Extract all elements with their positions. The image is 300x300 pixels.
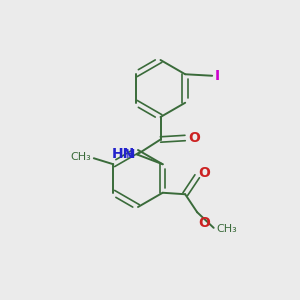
Text: I: I [214,69,219,83]
Text: O: O [188,131,200,145]
Text: H: H [125,148,135,161]
Text: CH₃: CH₃ [71,152,92,162]
Text: O: O [199,216,211,230]
Text: CH₃: CH₃ [216,224,237,234]
Text: HN: HN [112,148,135,161]
Text: O: O [199,166,211,180]
